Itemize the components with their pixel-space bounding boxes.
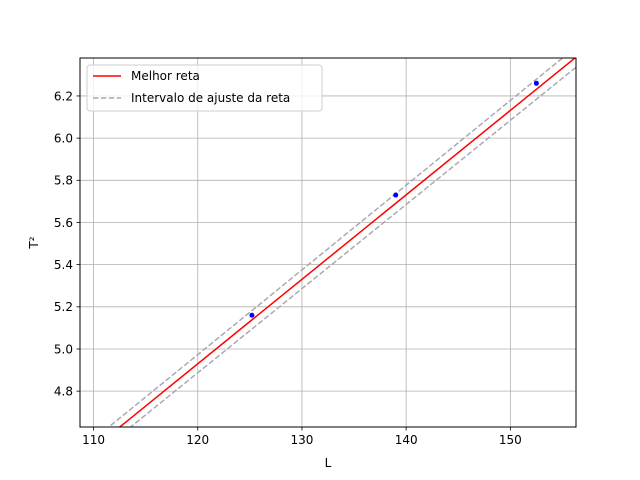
legend-label-interval: Intervalo de ajuste da reta [131,91,290,105]
x-tick-label: 140 [395,433,418,447]
upper-interval-line [107,58,564,427]
data-point [393,192,399,198]
x-tick-label: 130 [290,433,313,447]
y-axis-label: T² [27,236,41,249]
x-axis-label: L [325,456,332,470]
x-tick-label: 110 [82,433,105,447]
y-tick-label: 5.8 [54,174,73,188]
grid [80,58,576,427]
y-tick-label: 4.8 [54,384,73,398]
x-tick-label: 120 [186,433,209,447]
plot-frame [79,57,577,428]
y-tick-label: 5.2 [54,300,73,314]
series-layer [107,58,576,427]
x-axis-ticks: 110 120 130 140 150 [82,427,522,447]
legend-box [86,64,323,112]
lower-interval-line [129,66,576,427]
y-tick-label: 6.2 [54,89,73,103]
legend: Melhor reta Intervalo de ajuste da reta [86,64,323,112]
x-tick-label: 150 [499,433,522,447]
best-fit-line [118,58,576,427]
y-axis-ticks: 4.8 5.0 5.2 5.4 5.6 5.8 6.0 6.2 [54,89,80,398]
y-tick-label: 5.6 [54,216,73,230]
y-tick-label: 6.0 [54,131,73,145]
points-layer [249,80,539,318]
data-point [249,312,255,318]
y-tick-label: 5.4 [54,258,73,272]
y-tick-label: 5.0 [54,342,73,356]
data-point [533,80,539,86]
legend-label-best-line: Melhor reta [131,69,200,83]
